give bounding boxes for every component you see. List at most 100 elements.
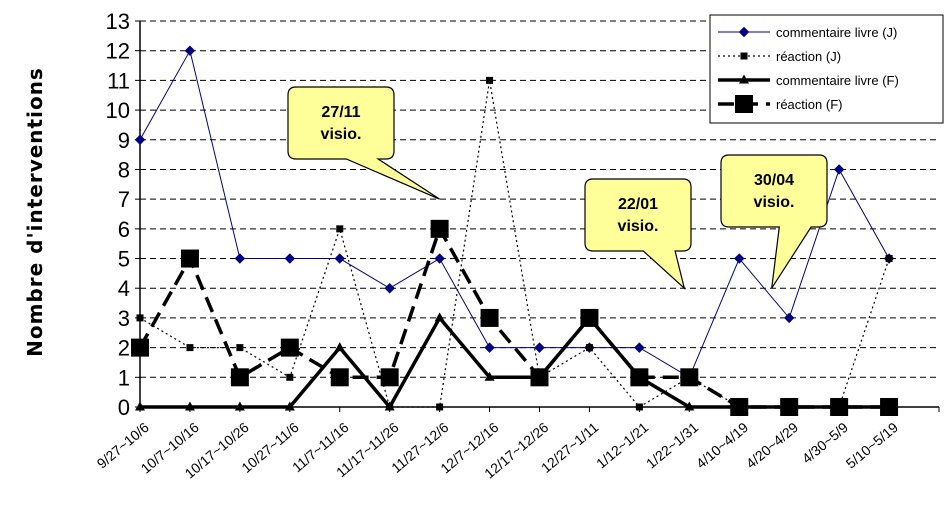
marker-diamond — [234, 253, 246, 264]
callouts: 27/11 visio. 22/01 visio. 30/04 visio. — [287, 86, 828, 290]
callout-bubble: 27/11 visio. — [287, 86, 440, 200]
marker-big-square — [730, 398, 749, 416]
marker-diamond — [634, 342, 645, 353]
marker-diamond — [833, 164, 845, 175]
marker-big-square — [230, 368, 249, 387]
marker-diamond — [734, 253, 745, 264]
series-3 — [131, 219, 899, 416]
x-tick-label: 1/22~1/31 — [643, 419, 701, 472]
callout-shape — [584, 178, 692, 290]
legend-label: réaction (F) — [776, 97, 842, 112]
marker-big-square — [530, 368, 549, 387]
x-tick-label: 5/10~5/19 — [843, 419, 901, 472]
marker-triangle — [234, 401, 245, 411]
x-tick-label: 1/12~1/21 — [593, 419, 651, 472]
marker-diamond — [134, 134, 146, 145]
legend-label: commentaire livre (F) — [776, 73, 899, 88]
callout-bubble: 30/04 visio. — [720, 154, 828, 289]
legend-item: réaction (J) — [718, 49, 841, 64]
marker-big-square — [830, 398, 849, 416]
y-tick-label: 13 — [106, 9, 130, 34]
series-group — [131, 45, 899, 416]
y-tick-label: 6 — [118, 217, 130, 242]
marker-small-square — [286, 373, 294, 381]
marker-diamond — [484, 342, 495, 353]
legend-item: réaction (F) — [718, 95, 842, 113]
marker-small-square — [885, 255, 893, 263]
y-tick-label: 12 — [106, 39, 130, 64]
marker-small-square — [136, 314, 144, 322]
marker-big-square — [280, 338, 299, 357]
marker-big-square — [630, 368, 649, 387]
marker-triangle — [135, 401, 145, 411]
marker-small-square — [585, 344, 593, 352]
marker-big-square — [180, 249, 199, 268]
marker-small-square — [486, 76, 494, 84]
y-tick-label: 4 — [118, 276, 130, 301]
marker-big-square — [330, 368, 349, 387]
marker-diamond — [738, 26, 750, 38]
callout-shape — [720, 154, 828, 289]
series-line — [138, 224, 890, 409]
y-tick-label: 9 — [118, 128, 130, 153]
legend: commentaire livre (J) réaction (J) comment… — [709, 14, 944, 124]
marker-small-square — [336, 225, 344, 233]
callout-shape — [287, 86, 440, 200]
marker-triangle — [484, 371, 495, 381]
marker-triangle — [739, 74, 749, 84]
y-tick-label: 10 — [106, 98, 130, 123]
callout-text: visio. — [754, 194, 795, 211]
marker-big-square — [480, 308, 499, 327]
y-tick-label: 3 — [118, 306, 130, 331]
marker-big-square — [680, 368, 699, 387]
marker-triangle — [284, 401, 295, 411]
y-tick-label: 2 — [118, 336, 130, 361]
y-tick-label: 11 — [107, 68, 130, 93]
series-2 — [135, 312, 895, 411]
marker-diamond — [184, 45, 196, 56]
callout-text: visio. — [321, 126, 362, 143]
marker-big-square — [780, 398, 799, 416]
marker-small-square — [436, 403, 444, 411]
marker-small-square — [740, 52, 748, 60]
marker-diamond — [334, 253, 345, 264]
marker-small-square — [635, 403, 643, 411]
callout-text: 27/11 — [321, 104, 360, 121]
callout-text: 30/04 — [754, 172, 794, 189]
marker-diamond — [434, 253, 445, 264]
marker-big-square — [380, 368, 399, 387]
marker-big-square — [131, 338, 149, 357]
y-tick-label: 1 — [118, 365, 130, 390]
marker-triangle — [434, 312, 445, 322]
marker-big-square — [880, 398, 899, 416]
legend-label: réaction (J) — [776, 49, 841, 64]
x-tick-labels: 9/27~10/610/7~10/1610/17~10/2610/27~11/6… — [94, 419, 902, 482]
marker-diamond — [384, 283, 395, 294]
marker-triangle — [184, 401, 195, 411]
callout-text: visio. — [618, 218, 659, 235]
y-tick-label: 5 — [118, 247, 130, 272]
marker-small-square — [186, 344, 194, 352]
marker-triangle — [384, 401, 395, 411]
marker-big-square — [735, 95, 753, 113]
y-axis-label: Nombre d'interventions — [23, 67, 47, 357]
marker-triangle — [334, 342, 345, 352]
legend-item: commentaire livre (F) — [718, 73, 899, 88]
legend-label: commentaire livre (J) — [776, 25, 897, 40]
marker-big-square — [580, 308, 599, 327]
marker-triangle — [684, 401, 695, 411]
marker-diamond — [284, 253, 296, 264]
series-line — [140, 314, 890, 411]
callout-bubble: 22/01 visio. — [584, 178, 692, 290]
marker-small-square — [236, 344, 244, 352]
marker-big-square — [430, 219, 449, 238]
marker-diamond — [534, 342, 545, 353]
x-tick-label: 4/20~4/29 — [743, 419, 801, 472]
callout-text: 22/01 — [618, 196, 658, 213]
y-tick-label: 8 — [118, 157, 130, 182]
marker-diamond — [783, 312, 795, 324]
y-tick-label: 7 — [118, 187, 130, 212]
x-tick-label: 4/10~4/19 — [693, 419, 751, 472]
